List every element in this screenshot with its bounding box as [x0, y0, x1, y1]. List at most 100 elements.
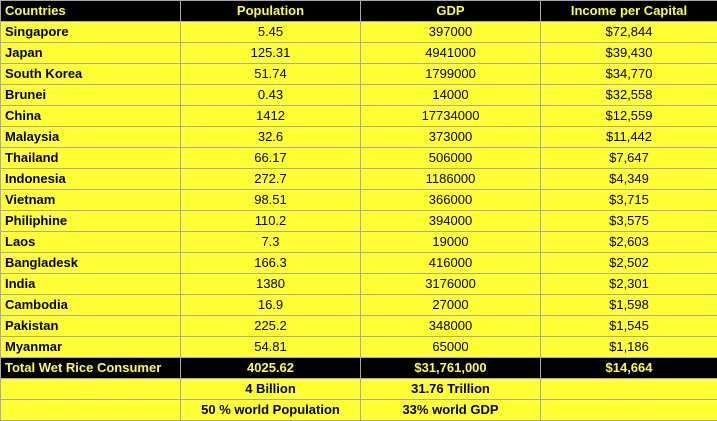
gdp-cell[interactable]: 506000: [361, 148, 541, 169]
country-cell[interactable]: Japan: [1, 43, 181, 64]
population-cell[interactable]: 98.51: [181, 190, 361, 211]
gdp-cell[interactable]: 14000: [361, 85, 541, 106]
gdp-cell[interactable]: 3176000: [361, 274, 541, 295]
total-population[interactable]: 4025.62: [181, 358, 361, 379]
country-cell[interactable]: Pakistan: [1, 316, 181, 337]
population-cell[interactable]: 54.81: [181, 337, 361, 358]
country-cell[interactable]: Cambodia: [1, 295, 181, 316]
country-cell[interactable]: India: [1, 274, 181, 295]
income-cell[interactable]: $3,715: [541, 190, 717, 211]
population-cell[interactable]: 110.2: [181, 211, 361, 232]
gdp-cell[interactable]: 348000: [361, 316, 541, 337]
country-cell[interactable]: Bangladesk: [1, 253, 181, 274]
gdp-cell[interactable]: 27000: [361, 295, 541, 316]
country-cell[interactable]: Vietnam: [1, 190, 181, 211]
summary-blank-cell[interactable]: [541, 400, 717, 421]
population-cell[interactable]: 1380: [181, 274, 361, 295]
total-gdp[interactable]: $31,761,000: [361, 358, 541, 379]
gdp-cell[interactable]: 1186000: [361, 169, 541, 190]
summary-population[interactable]: 4 Billion: [181, 379, 361, 400]
population-cell[interactable]: 51.74: [181, 64, 361, 85]
population-cell[interactable]: 272.7: [181, 169, 361, 190]
gdp-cell[interactable]: 17734000: [361, 106, 541, 127]
gdp-cell[interactable]: 416000: [361, 253, 541, 274]
summary-blank-cell[interactable]: [1, 400, 181, 421]
population-cell[interactable]: 7.3: [181, 232, 361, 253]
income-cell[interactable]: $4,349: [541, 169, 717, 190]
summary-blank-cell[interactable]: [541, 379, 717, 400]
gdp-cell[interactable]: 366000: [361, 190, 541, 211]
income-cell[interactable]: $32,558: [541, 85, 717, 106]
summary-row: 50 % world Population 33% world GDP: [1, 400, 717, 421]
summary-row: 4 Billion 31.76 Trillion: [1, 379, 717, 400]
header-row: Countries Population GDP Income per Capi…: [1, 1, 717, 22]
gdp-cell[interactable]: 1799000: [361, 64, 541, 85]
income-cell[interactable]: $3,575: [541, 211, 717, 232]
income-cell[interactable]: $34,770: [541, 64, 717, 85]
country-cell[interactable]: Laos: [1, 232, 181, 253]
country-cell[interactable]: Thailand: [1, 148, 181, 169]
summary-gdp[interactable]: 31.76 Trillion: [361, 379, 541, 400]
population-cell[interactable]: 5.45: [181, 22, 361, 43]
country-cell[interactable]: Philiphine: [1, 211, 181, 232]
country-cell[interactable]: Malaysia: [1, 127, 181, 148]
income-cell[interactable]: $1,545: [541, 316, 717, 337]
summary-blank-cell[interactable]: [1, 379, 181, 400]
gdp-cell[interactable]: 394000: [361, 211, 541, 232]
income-cell[interactable]: $2,502: [541, 253, 717, 274]
population-cell[interactable]: 1412: [181, 106, 361, 127]
header-gdp[interactable]: GDP: [361, 1, 541, 22]
income-cell[interactable]: $1,186: [541, 337, 717, 358]
population-cell[interactable]: 125.31: [181, 43, 361, 64]
gdp-cell[interactable]: 65000: [361, 337, 541, 358]
population-cell[interactable]: 32.6: [181, 127, 361, 148]
population-cell[interactable]: 66.17: [181, 148, 361, 169]
country-cell[interactable]: Brunei: [1, 85, 181, 106]
income-cell[interactable]: $72,844: [541, 22, 717, 43]
header-population[interactable]: Population: [181, 1, 361, 22]
income-cell[interactable]: $7,647: [541, 148, 717, 169]
income-cell[interactable]: $2,603: [541, 232, 717, 253]
income-cell[interactable]: $2,301: [541, 274, 717, 295]
income-cell[interactable]: $1,598: [541, 295, 717, 316]
gdp-cell[interactable]: 19000: [361, 232, 541, 253]
header-countries[interactable]: Countries: [1, 1, 181, 22]
header-income-per-capital[interactable]: Income per Capital: [541, 1, 717, 22]
gdp-cell[interactable]: 4941000: [361, 43, 541, 64]
gdp-cell[interactable]: 373000: [361, 127, 541, 148]
country-cell[interactable]: Singapore: [1, 22, 181, 43]
total-income[interactable]: $14,664: [541, 358, 717, 379]
income-cell[interactable]: $12,559: [541, 106, 717, 127]
population-cell[interactable]: 225.2: [181, 316, 361, 337]
country-cell[interactable]: China: [1, 106, 181, 127]
total-row: Total Wet Rice Consumer 4025.62 $31,761,…: [1, 358, 717, 379]
country-cell[interactable]: Myanmar: [1, 337, 181, 358]
population-cell[interactable]: 16.9: [181, 295, 361, 316]
summary-world-gdp-share[interactable]: 33% world GDP: [361, 400, 541, 421]
income-cell[interactable]: $39,430: [541, 43, 717, 64]
summary-world-population-share[interactable]: 50 % world Population: [181, 400, 361, 421]
country-cell[interactable]: South Korea: [1, 64, 181, 85]
country-cell[interactable]: Indonesia: [1, 169, 181, 190]
income-cell[interactable]: $11,442: [541, 127, 717, 148]
gdp-cell[interactable]: 397000: [361, 22, 541, 43]
total-label[interactable]: Total Wet Rice Consumer: [1, 358, 181, 379]
population-cell[interactable]: 166.3: [181, 253, 361, 274]
population-cell[interactable]: 0.43: [181, 85, 361, 106]
